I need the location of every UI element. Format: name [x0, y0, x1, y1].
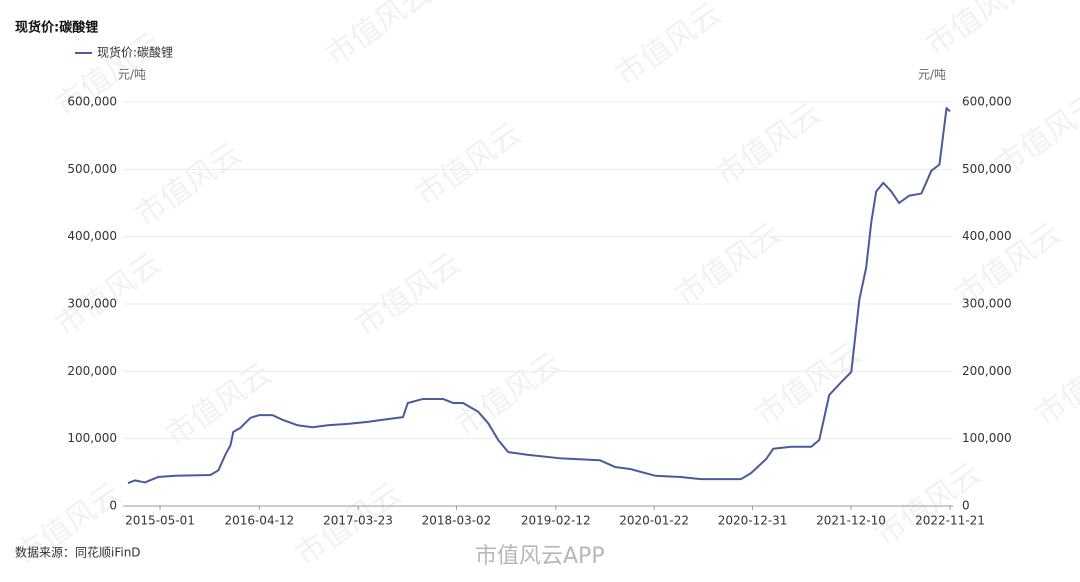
y2-tick-label: 200,000 [962, 364, 1012, 378]
x-tick-label: 2015-05-01 [125, 514, 195, 528]
watermark: 市值风云 [669, 216, 787, 313]
y2-tick-label: 100,000 [962, 431, 1012, 445]
y-tick-label: 600,000 [67, 95, 117, 109]
watermark: 市值风云 [409, 116, 527, 213]
y-tick-label: 100,000 [67, 431, 117, 445]
y-unit: 元/吨 [118, 68, 146, 82]
y2-tick-label: 400,000 [962, 229, 1012, 243]
x-tick-label: 2019-02-12 [521, 514, 591, 528]
watermark: 市值风云 [349, 246, 467, 343]
watermark: 市值风云 [319, 0, 437, 74]
watermark: 市值风云 [709, 96, 827, 193]
x-tick-label: 2017-03-23 [323, 514, 393, 528]
legend-label: 现货价:碳酸锂 [97, 45, 173, 60]
chart-title: 现货价:碳酸锂 [15, 20, 98, 36]
x-tick-label: 2018-03-02 [422, 514, 492, 528]
series-line [127, 107, 951, 485]
watermark: 市值风云 [609, 0, 727, 94]
app-watermark: 市值风云APP [475, 544, 605, 569]
y-tick-label: 0 [109, 499, 117, 513]
y-tick-label: 400,000 [67, 229, 117, 243]
x-tick-label: 2021-12-10 [816, 514, 886, 528]
watermark: 市值风云 [49, 26, 167, 123]
watermark: 市值风云 [749, 336, 867, 433]
watermark: 市值风云 [869, 456, 987, 553]
y-tick-label: 300,000 [67, 297, 117, 311]
y-tick-label: 500,000 [67, 162, 117, 176]
watermark: 市值风云 [129, 136, 247, 233]
x-tick-label: 2022-11-21 [915, 514, 985, 528]
y2-unit: 元/吨 [918, 68, 946, 82]
watermark: 市值风云 [49, 246, 167, 343]
watermark: 市值风云 [919, 0, 1037, 64]
y2-tick-label: 500,000 [962, 162, 1012, 176]
y2-tick-label: 600,000 [962, 95, 1012, 109]
x-tick-label: 2020-12-31 [718, 514, 788, 528]
y-tick-label: 200,000 [67, 364, 117, 378]
x-tick-label: 2020-01-22 [619, 514, 689, 528]
y2-tick-label: 0 [962, 499, 970, 513]
x-tick-label: 2016-04-12 [224, 514, 294, 528]
watermark: 市值风云 [1029, 336, 1080, 433]
y2-tick-label: 300,000 [962, 297, 1012, 311]
watermark: 市值风云 [449, 346, 567, 443]
source: 数据来源：同花顺iFinD [15, 545, 141, 560]
